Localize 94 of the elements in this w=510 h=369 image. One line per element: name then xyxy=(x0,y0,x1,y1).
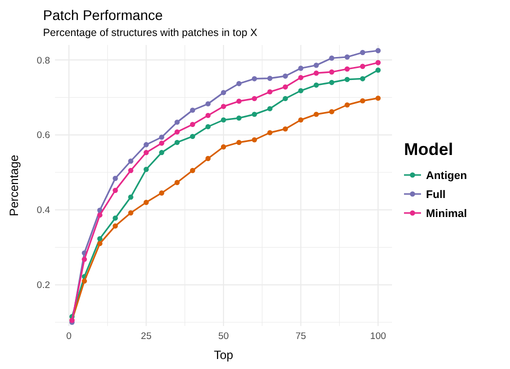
point xyxy=(344,66,350,72)
point xyxy=(82,278,87,284)
point xyxy=(144,200,149,205)
point xyxy=(375,60,381,66)
point xyxy=(375,68,381,73)
point xyxy=(282,73,288,79)
point xyxy=(128,210,134,216)
point xyxy=(252,76,258,82)
point xyxy=(252,112,258,117)
legend-label: Full xyxy=(426,188,446,201)
x-tick-label: 75 xyxy=(296,331,306,342)
point xyxy=(112,223,118,229)
point xyxy=(329,80,334,86)
point xyxy=(236,80,242,86)
point xyxy=(97,240,102,246)
x-tick-label: 0 xyxy=(66,331,72,342)
point xyxy=(128,158,134,164)
point xyxy=(112,188,118,193)
point xyxy=(329,56,334,61)
legend-label: Minimal xyxy=(426,208,467,220)
x-axis-title: Top xyxy=(214,348,234,362)
point xyxy=(267,106,272,112)
point xyxy=(174,180,180,186)
point xyxy=(360,64,366,69)
point xyxy=(144,150,149,156)
point xyxy=(97,236,102,242)
point xyxy=(329,109,334,114)
y-tick-label: 0.6 xyxy=(36,130,50,142)
point xyxy=(282,96,288,102)
point xyxy=(236,115,242,121)
point xyxy=(298,88,304,94)
legend-title: Model xyxy=(404,140,454,159)
point xyxy=(159,134,164,140)
point xyxy=(360,76,366,82)
point xyxy=(205,124,211,130)
y-tick-label: 0.4 xyxy=(36,205,50,216)
point xyxy=(190,168,196,174)
point xyxy=(267,130,272,136)
point xyxy=(220,90,226,96)
point xyxy=(298,66,304,71)
point xyxy=(128,168,134,174)
y-tick-label: 0.2 xyxy=(36,280,50,292)
point xyxy=(159,190,164,196)
point xyxy=(97,212,102,218)
point xyxy=(329,69,334,75)
point xyxy=(220,117,226,123)
x-tick-label: 100 xyxy=(370,331,386,342)
point xyxy=(174,140,180,146)
point xyxy=(112,215,118,221)
point xyxy=(298,74,304,80)
point xyxy=(220,104,226,110)
point xyxy=(220,144,226,150)
point xyxy=(252,137,258,142)
point xyxy=(344,54,350,60)
point xyxy=(205,156,211,162)
point xyxy=(314,62,319,68)
point xyxy=(267,89,272,94)
point xyxy=(190,122,196,128)
point xyxy=(314,70,319,76)
point xyxy=(360,50,366,56)
point xyxy=(314,82,319,88)
point xyxy=(82,256,87,262)
point xyxy=(205,112,211,118)
point xyxy=(252,96,258,102)
point xyxy=(236,98,242,104)
point xyxy=(190,108,196,113)
point xyxy=(174,129,180,135)
point xyxy=(298,117,304,123)
point xyxy=(236,140,242,146)
point xyxy=(112,176,118,181)
point xyxy=(375,96,381,101)
point xyxy=(159,150,164,156)
x-tick-label: 50 xyxy=(218,331,229,342)
point xyxy=(344,76,350,82)
y-axis-title: Percentage xyxy=(7,154,21,216)
point xyxy=(174,120,180,125)
y-tick-label: 0.8 xyxy=(36,55,50,66)
legend-label: Antigen xyxy=(426,170,468,182)
point xyxy=(205,101,211,106)
chart-title: Patch Performance xyxy=(43,7,164,23)
point xyxy=(190,134,196,140)
point xyxy=(144,142,149,148)
chart-subtitle: Percentage of structures with patches in top X xyxy=(43,27,258,39)
point xyxy=(282,126,288,132)
point xyxy=(375,48,381,54)
point xyxy=(267,76,272,81)
point xyxy=(128,194,134,200)
x-tick-label: 25 xyxy=(140,331,152,342)
point xyxy=(282,84,288,90)
point xyxy=(314,112,319,117)
point xyxy=(344,102,350,108)
point xyxy=(360,98,366,104)
point xyxy=(144,166,149,172)
point xyxy=(159,140,164,146)
